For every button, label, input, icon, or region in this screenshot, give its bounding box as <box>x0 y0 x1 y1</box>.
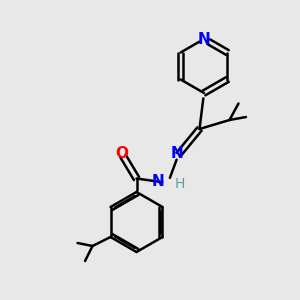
Text: N: N <box>198 32 210 46</box>
Text: N: N <box>152 174 164 189</box>
Text: N: N <box>171 146 183 161</box>
Text: O: O <box>115 146 128 161</box>
Text: H: H <box>175 178 185 191</box>
